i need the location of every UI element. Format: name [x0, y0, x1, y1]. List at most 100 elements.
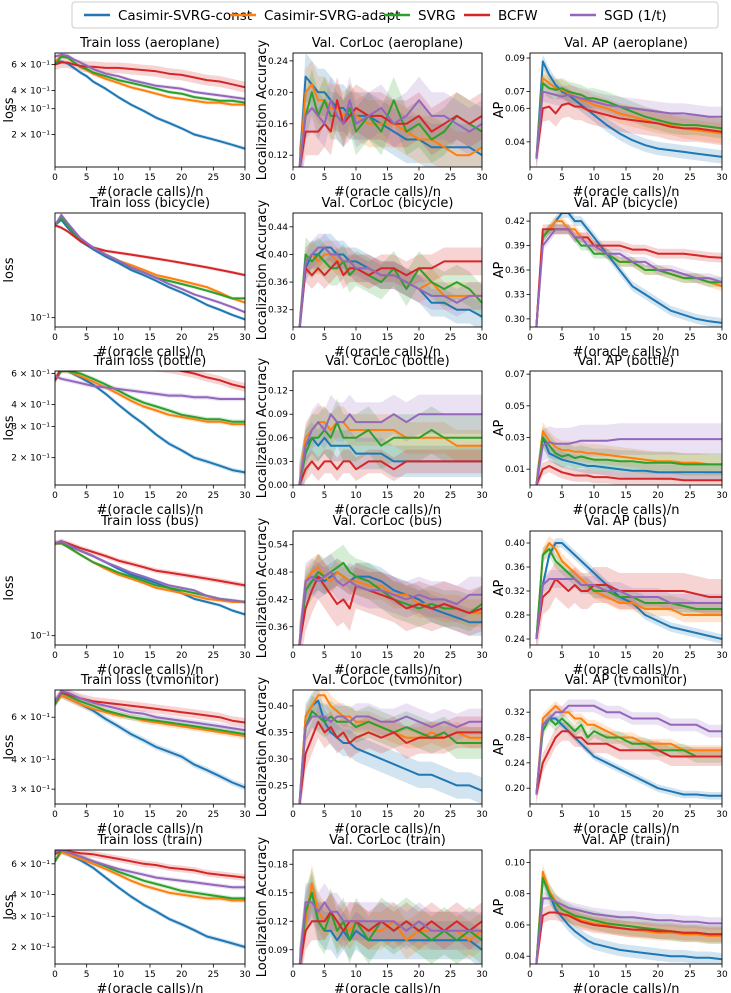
panel-2-0-xtick-label: 15	[144, 491, 155, 501]
panel-5-2-xlabel: #(oracle calls)/n	[573, 982, 680, 993]
panel-3-0-xtick-label: 10	[113, 651, 125, 661]
panel-2-2-ytick-label: 0.07	[505, 370, 525, 380]
panel-0-2-xtick-label: 5	[559, 173, 565, 183]
panel-2-1-ytick-label: 0.12	[268, 387, 288, 397]
panel-4-0-line-svrg	[55, 691, 245, 736]
panel-1-0-ylabel: loss	[2, 257, 17, 282]
panel-2-2-ylabel: AP	[492, 419, 507, 436]
panel-2-1-xlabel: #(oracle calls)/n	[334, 503, 441, 518]
panel-0-1-ytick-label: 0.20	[268, 88, 288, 98]
panel-3-0-ytick-label: 10⁻¹	[30, 632, 50, 642]
panel-4-1-line-casimir-svrg-const	[298, 699, 482, 804]
panel-0-1-band-casimir-svrg-adapt	[299, 60, 482, 167]
panel-1-2-xtick-label: 5	[559, 333, 565, 343]
panel-5-1-band-casimir-svrg-adapt	[299, 864, 482, 964]
panel-2-0-ytick-label: 6 × 10⁻¹	[11, 370, 50, 380]
panel-2-2-xtick-label: 5	[559, 491, 565, 501]
panel-5-0-line-bcfw	[55, 850, 245, 879]
panel-5-2-band-sgd-1-t	[536, 892, 722, 964]
panel-1-0-band-casimir-svrg-const	[55, 218, 245, 322]
panel-2-1-ytick-label: 0.06	[268, 434, 288, 444]
panel-0-0-xlabel: #(oracle calls)/n	[97, 185, 204, 200]
panel-4-0-line-casimir-svrg-adapt	[55, 694, 245, 738]
panel-3-2-ytick-label: 0.36	[505, 563, 525, 573]
panel-3-2-xtick-label: 5	[559, 651, 565, 661]
panel-3-2-line-casimir-svrg-const	[535, 542, 722, 640]
panel-5-0-xtick-label: 10	[113, 970, 125, 980]
panel-5-0-ytick-label: 2 × 10⁻¹	[11, 943, 50, 953]
panel-4-0-band-svrg	[55, 690, 245, 738]
panel-5-2-line-bcfw	[535, 911, 722, 964]
panel-3-1-band-bcfw	[299, 553, 482, 645]
panel-2-1-line-sgd-1-t	[298, 413, 482, 485]
panel-3-2-band-casimir-svrg-const	[536, 538, 722, 644]
panel-5-2-line-casimir-svrg-const	[535, 877, 722, 964]
panel-5-0-line-casimir-svrg-adapt	[55, 851, 245, 902]
panel-1-2-xtick-label: 0	[527, 333, 533, 343]
panel-5-0-ytick-label: 6 × 10⁻¹	[11, 860, 50, 870]
panel-4-2-ytick-label: 0.24	[505, 759, 525, 769]
panel-4-2: Val. AP (tvmonitor) 0 5 10 15 20 25 30 0.20 0.24 0…	[492, 673, 728, 837]
panel-5-1-xlabel: #(oracle calls)/n	[334, 982, 441, 993]
panel-5-0-band-bcfw	[55, 850, 245, 881]
panel-4-2-ytick-label: 0.20	[505, 784, 525, 794]
panel-3-1-xlabel: #(oracle calls)/n	[334, 663, 441, 678]
panel-4-2-line-sgd-1-t	[535, 704, 722, 795]
panel-5-0-plot-area	[55, 850, 245, 950]
panel-2-2-line-bcfw	[535, 465, 722, 485]
panel-4-0-xtick-label: 10	[113, 810, 125, 820]
panel-4-0-plot-area	[55, 690, 245, 791]
legend-label-bcfw: BCFW	[498, 8, 538, 24]
panel-2-1-xtick-label: 15	[382, 491, 393, 501]
panel-1-0: Train loss (bicycle) 0 5 10 15 20 25 30 10⁻¹ #(or…	[2, 196, 251, 360]
panel-2-0-line-bcfw	[55, 371, 245, 389]
panel-3-1-xtick-label: 5	[322, 651, 328, 661]
panel-0-0-band-svrg	[55, 54, 245, 105]
panel-1-0-band-sgd-1-t	[55, 213, 245, 314]
panel-5-2-plot-area	[535, 864, 722, 964]
panel-5-1-line-bcfw	[299, 910, 482, 964]
panel-4-1-ytick-label: 0.25	[268, 781, 288, 791]
panel-5-2-xtick-label: 10	[588, 970, 600, 980]
panel-4-0-xtick-label: 30	[239, 810, 251, 820]
panel-0-2-xlabel: #(oracle calls)/n	[573, 185, 680, 200]
panel-5-0-xtick-label: 25	[208, 970, 219, 980]
panel-3-1-line-sgd-1-t	[298, 571, 482, 645]
panel-1-1-line-bcfw	[298, 260, 482, 327]
panel-0-2-xtick-label: 25	[684, 173, 695, 183]
panel-5-0-xtick-label: 0	[52, 970, 58, 980]
panel-0-0-ytick-label: 6 × 10⁻¹	[11, 61, 50, 71]
panel-4-1: Val. CorLoc (tvmonitor) 0 5 10 15 20 25 30 0.25 0…	[255, 673, 488, 837]
panel-2-0-line-sgd-1-t	[55, 375, 245, 400]
panel-4-0-xtick-label: 15	[144, 810, 155, 820]
panel-2-2-line-casimir-svrg-adapt	[535, 430, 722, 485]
panel-0-1-line-svrg	[298, 91, 482, 167]
panel-4-1-xtick-label: 0	[290, 810, 296, 820]
panel-3-0-line-sgd-1-t	[55, 540, 245, 603]
panel-1-2-xtick-label: 15	[620, 333, 631, 343]
panel-0-0: Train loss (aeroplane) 0 5 10 15 20 25 30 6 × 10…	[2, 36, 251, 200]
panel-1-2-xtick-label: 25	[684, 333, 695, 343]
panel-3-1-plot-area	[298, 544, 482, 645]
panel-4-1-ytick-label: 0.40	[268, 702, 288, 712]
panel-3-2-xtick-label: 0	[527, 651, 533, 661]
panel-5-0-xtick-label: 20	[176, 970, 188, 980]
panel-0-2-ytick-label: 0.07	[505, 88, 525, 98]
panel-4-1-ytick-label: 0.35	[268, 728, 288, 738]
panel-0-1-xtick-label: 30	[476, 173, 488, 183]
panel-3-2-ytick-label: 0.24	[505, 635, 525, 645]
panel-3-2-line-casimir-svrg-adapt	[535, 542, 722, 640]
panel-2-0-plot-area	[55, 371, 245, 475]
panel-1-2-band-svrg	[536, 224, 722, 327]
panel-1-1: Val. CorLoc (bicycle) 0 5 10 15 20 25 30 0.32 0.3…	[255, 196, 488, 360]
panel-3-0-ylabel: loss	[2, 575, 17, 600]
panel-2-2-xtick-label: 0	[527, 491, 533, 501]
panel-4-0-ytick-label: 6 × 10⁻¹	[11, 713, 50, 723]
panel-5-1-xtick-label: 5	[322, 970, 328, 980]
panel-5-2-line-sgd-1-t	[535, 897, 722, 964]
panel-5-2-ytick-label: 0.10	[505, 858, 525, 868]
panel-5-2-band-svrg	[536, 868, 722, 964]
panel-1-0-plot-area	[55, 213, 245, 322]
panel-5-2-band-casimir-svrg-const	[536, 871, 722, 964]
